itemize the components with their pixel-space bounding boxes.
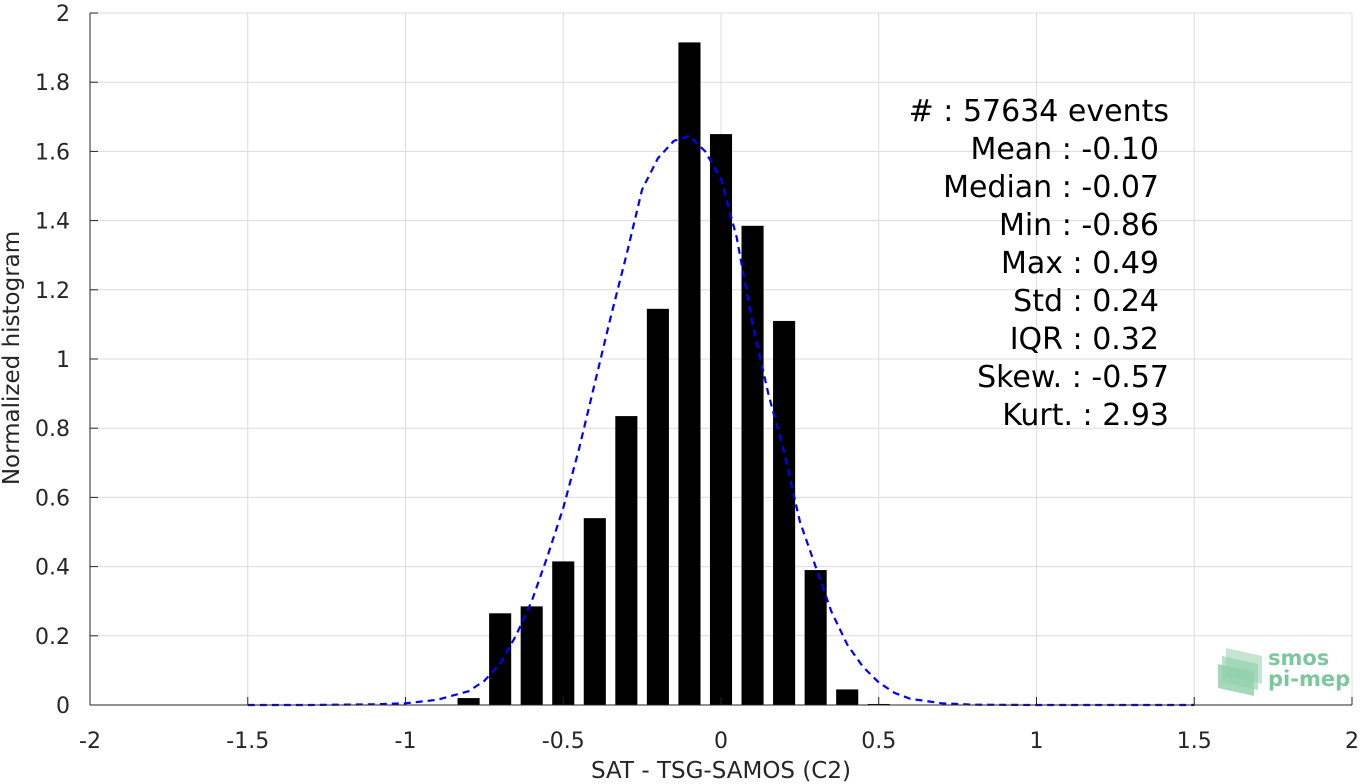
histogram-bar-4 <box>583 518 606 705</box>
y-tick-label-3: 0.6 <box>35 486 70 511</box>
histogram-bar-12 <box>836 689 859 705</box>
histogram-bar-6 <box>646 308 669 705</box>
y-tick-label-0: 0 <box>56 694 70 719</box>
stats-line-2: Median : -0.07 <box>943 170 1159 205</box>
stats-line-3: Min : -0.86 <box>999 208 1159 243</box>
stats-line-8: Kurt. : 2.93 <box>1002 398 1169 433</box>
x-axis-title: SAT - TSG-SAMOS (C2) <box>591 758 851 784</box>
histogram-bar-2 <box>520 606 543 705</box>
histogram-bar-7 <box>678 42 701 706</box>
x-tick-label-8: 2 <box>1345 729 1359 754</box>
y-tick-label-2: 0.4 <box>35 556 70 581</box>
y-axis-title: Normalized histogram <box>0 231 25 485</box>
stats-line-0: # : 57634 events <box>909 94 1169 129</box>
y-tick-label-10: 2 <box>56 2 70 27</box>
fit-curve-line <box>247 134 1195 707</box>
y-tick-label-1: 0.2 <box>35 625 70 650</box>
logo-graphic-icon <box>1218 648 1262 696</box>
x-tick-label-1: -1.5 <box>226 729 269 754</box>
smos-pimep-logo: smos pi-mep <box>1218 646 1350 696</box>
x-tick-label-4: 0 <box>714 729 728 754</box>
logo-text-pimep: pi-mep <box>1268 667 1350 691</box>
stats-line-7: Skew. : -0.57 <box>977 360 1169 395</box>
x-tick-label-0: -2 <box>79 729 101 754</box>
histogram-bar-10 <box>773 320 796 705</box>
y-tick-label-4: 0.8 <box>35 417 70 442</box>
histogram-bar-0 <box>457 698 480 705</box>
logo-text-smos: smos <box>1268 646 1329 670</box>
y-tick-label-8: 1.6 <box>35 140 70 165</box>
x-tick-label-2: -1 <box>395 729 417 754</box>
stats-line-1: Mean : -0.10 <box>970 132 1159 167</box>
stats-line-6: IQR : 0.32 <box>1010 322 1159 357</box>
x-tick-label-6: 1 <box>1030 729 1044 754</box>
fit-curve-group <box>247 134 1195 707</box>
histogram-bar-11 <box>804 570 827 705</box>
plot-axes <box>89 12 1353 706</box>
y-tick-label-7: 1.4 <box>35 210 70 235</box>
histogram-bar-8 <box>709 134 733 706</box>
histogram-bar-1 <box>489 613 512 705</box>
histogram-bars <box>457 42 890 706</box>
histogram-bar-9 <box>741 225 764 706</box>
y-tick-label-6: 1.2 <box>35 279 70 304</box>
histogram-bar-3 <box>552 561 575 705</box>
y-tick-label-9: 1.8 <box>35 71 70 96</box>
x-tick-label-3: -0.5 <box>542 729 585 754</box>
x-tick-label-7: 1.5 <box>1177 729 1212 754</box>
tick-labels: -2 -1.5 -1 -0.5 0 0.5 1 1.5 2 0 0.2 0.4 0.6 0.8 1 1.2 1.… <box>35 2 1359 754</box>
x-tick-label-5: 0.5 <box>861 729 896 754</box>
y-tick-label-5: 1 <box>56 348 70 373</box>
histogram-bar-5 <box>615 416 638 705</box>
stats-line-5: Std : 0.24 <box>1013 284 1159 319</box>
stats-line-4: Max : 0.49 <box>1001 246 1159 281</box>
